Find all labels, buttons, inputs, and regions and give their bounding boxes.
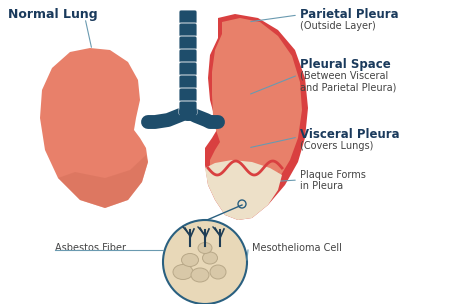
Polygon shape <box>205 14 308 220</box>
Ellipse shape <box>191 268 209 282</box>
Ellipse shape <box>202 252 218 264</box>
Text: Plaque Forms: Plaque Forms <box>300 170 366 180</box>
Text: Normal Lung: Normal Lung <box>8 8 98 21</box>
FancyBboxPatch shape <box>179 62 197 76</box>
Polygon shape <box>58 155 148 208</box>
Polygon shape <box>205 160 282 220</box>
Text: (Between Visceral: (Between Visceral <box>300 71 388 81</box>
Circle shape <box>163 220 247 304</box>
Ellipse shape <box>210 265 226 279</box>
Text: Asbestos Fiber: Asbestos Fiber <box>55 243 126 253</box>
FancyBboxPatch shape <box>179 75 197 89</box>
Text: (Outside Layer): (Outside Layer) <box>300 21 376 31</box>
Text: in Pleura: in Pleura <box>300 181 343 191</box>
Text: Mesothelioma Cell: Mesothelioma Cell <box>252 243 342 253</box>
FancyBboxPatch shape <box>179 49 197 63</box>
FancyBboxPatch shape <box>179 10 197 24</box>
FancyBboxPatch shape <box>179 101 197 115</box>
FancyBboxPatch shape <box>179 23 197 37</box>
Text: Pleural Space: Pleural Space <box>300 58 391 71</box>
Text: and Parietal Pleura): and Parietal Pleura) <box>300 82 396 92</box>
Text: (Covers Lungs): (Covers Lungs) <box>300 141 374 151</box>
Ellipse shape <box>198 243 212 254</box>
Polygon shape <box>210 170 280 212</box>
FancyBboxPatch shape <box>179 88 197 102</box>
FancyBboxPatch shape <box>179 36 197 50</box>
Circle shape <box>179 103 197 121</box>
Ellipse shape <box>182 254 199 267</box>
Text: Parietal Pleura: Parietal Pleura <box>300 8 399 21</box>
Polygon shape <box>210 18 302 212</box>
Polygon shape <box>40 48 148 208</box>
Text: Visceral Pleura: Visceral Pleura <box>300 128 400 141</box>
Ellipse shape <box>173 264 193 279</box>
